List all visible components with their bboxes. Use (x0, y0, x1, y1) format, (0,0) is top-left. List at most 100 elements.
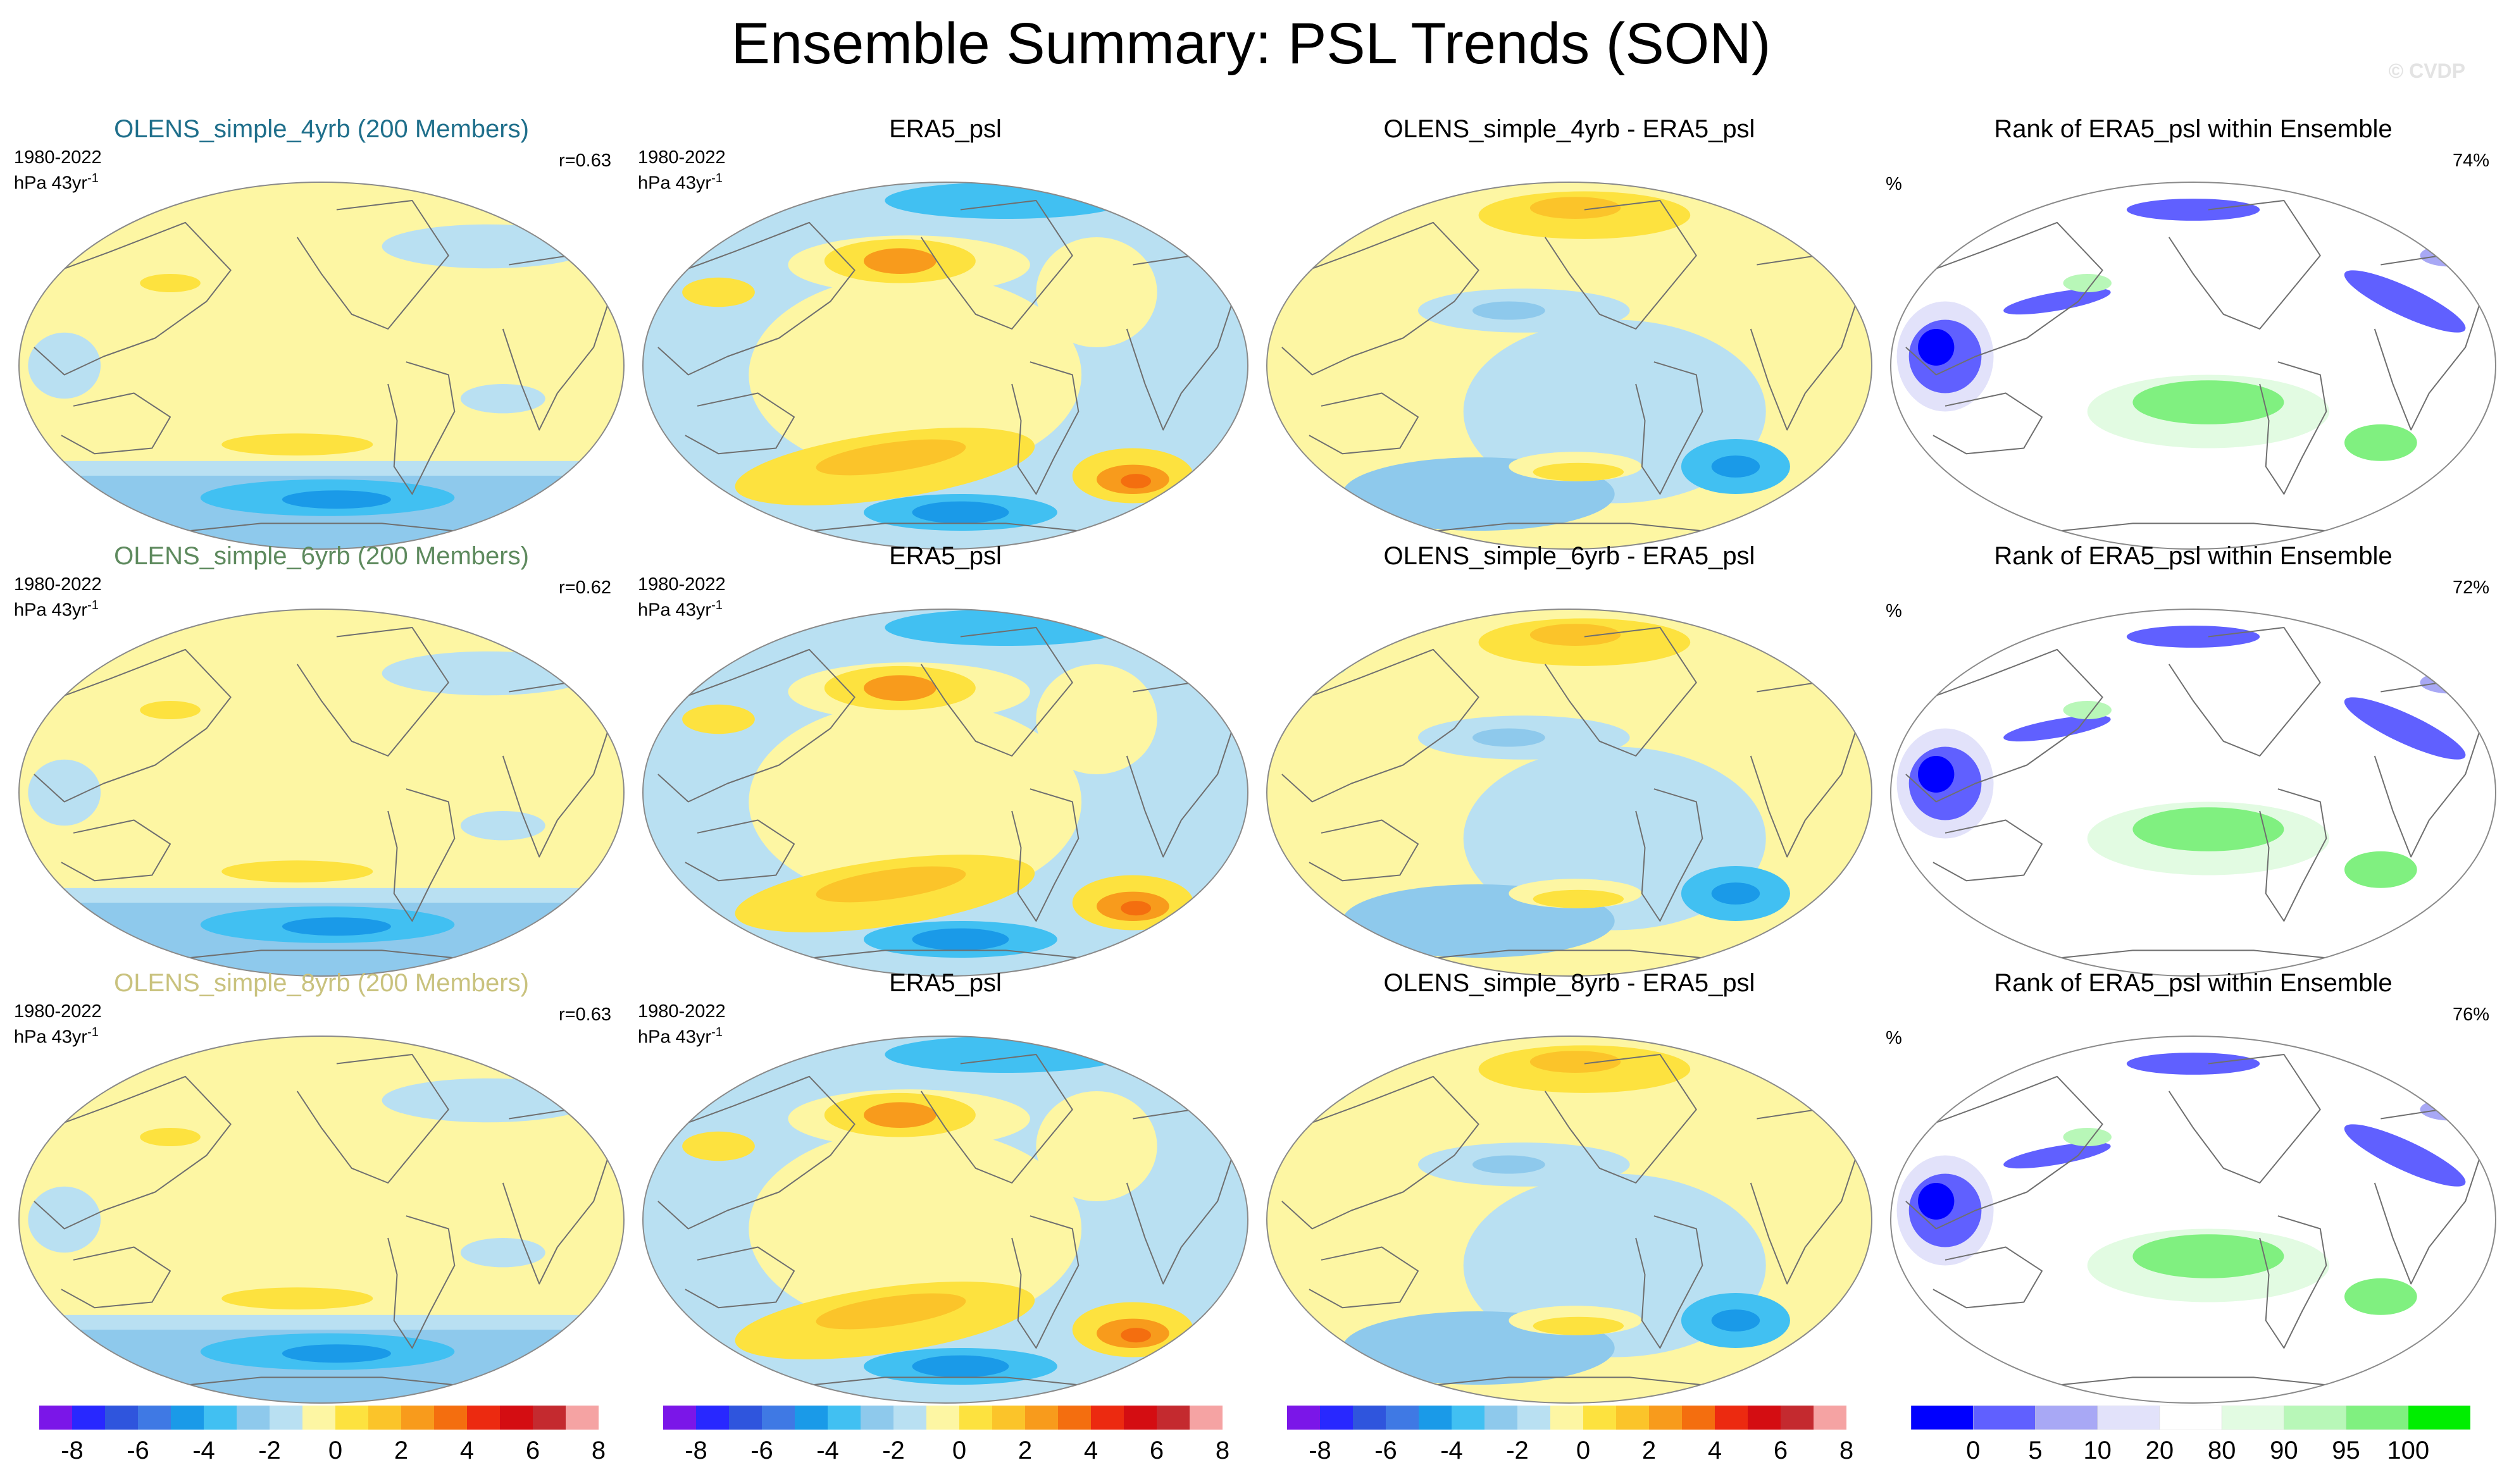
colorbar-tick-9: 8 (1215, 1437, 1230, 1464)
coastline-2 (1309, 392, 1419, 455)
colorbar-swatch-14 (1091, 1406, 1124, 1430)
coastline-1 (1273, 1075, 1479, 1230)
weddell-high-core (1121, 474, 1152, 489)
colorbar-tick-3: -4 (1440, 1437, 1463, 1464)
colorbar-swatch-6 (2221, 1406, 2285, 1430)
units-text: hPa 43yr (638, 173, 712, 194)
colorbar-tick-6: 90 (2270, 1437, 2298, 1464)
field-layer (1891, 182, 2496, 549)
units-text: hPa 43yr (638, 600, 712, 621)
copyright-watermark: © CVDP (2388, 59, 2465, 82)
indian-ocean-low (28, 332, 101, 399)
map-model-row1 (18, 182, 625, 550)
field-layer (643, 1036, 1248, 1403)
map-border (642, 182, 1248, 550)
arctic-low (382, 651, 594, 696)
colorbar-tick-9: 8 (591, 1437, 606, 1464)
coastline-6 (1402, 949, 1736, 962)
colorbar-tick-1: -8 (61, 1437, 84, 1464)
colorbar-swatch-16 (1157, 1406, 1190, 1430)
north-atlantic-neutral (1036, 1091, 1157, 1201)
north-atlantic-neutral (1036, 237, 1157, 347)
period-label: 1980-2022 (638, 147, 726, 168)
weddell-high-core (1121, 1328, 1152, 1343)
period-label: 1980-2022 (14, 1001, 102, 1022)
coastline-6 (1402, 1376, 1736, 1389)
colorbar-swatch-2 (1972, 1406, 2036, 1430)
colorbar-tick-5: 0 (328, 1437, 343, 1464)
coastline-4 (387, 361, 456, 495)
colorbar-tick-4: -2 (1506, 1437, 1529, 1464)
units-label: hPa 43yr-1 (638, 595, 723, 621)
colorbar-swatch-4 (762, 1406, 795, 1430)
panel-rank-row3: Rank of ERA5_psl within Ensemble 76%% (1883, 968, 2502, 1404)
coastline-2 (685, 1246, 795, 1309)
coastline-3 (2168, 1054, 2321, 1184)
north-pacific-high (140, 274, 201, 292)
rank-unit-label: % (1886, 601, 1902, 621)
coastline-1 (25, 1075, 232, 1230)
coastline-4 (387, 788, 456, 922)
southern-ocean-core (282, 490, 391, 509)
colorbar-swatch-9 (926, 1406, 960, 1430)
colorbar-swatch-1 (663, 1406, 697, 1430)
coastline-4 (2259, 788, 2327, 922)
coastline-6 (778, 949, 1112, 962)
colorbar-swatches (1287, 1406, 1846, 1430)
coastline-6 (2026, 1376, 2360, 1389)
panel-title-rank: Rank of ERA5_psl within Ensemble (1994, 542, 2393, 570)
coastline-2 (61, 819, 171, 882)
map-diff-row3 (1266, 1036, 1872, 1404)
coastline-4 (1011, 788, 1080, 922)
colorbar-swatch-2 (1320, 1406, 1354, 1430)
eurasia-high (682, 704, 755, 734)
coastline-3 (920, 1054, 1073, 1184)
south-atlantic-rank-high (2344, 851, 2417, 888)
coastline-4 (2259, 1215, 2327, 1349)
colorbar-swatch-2 (72, 1406, 106, 1430)
panel-title-obs: ERA5_psl (889, 542, 1002, 570)
colorbar-swatch-6 (204, 1406, 237, 1430)
panel-obs-row2: ERA5_psl 1980-2022 hPa 43yr-1 (635, 541, 1255, 977)
map-obs-row1 (642, 182, 1248, 550)
north-pacific-high-core (863, 675, 937, 701)
arctic-high (1111, 618, 1173, 637)
period-label: 1980-2022 (14, 147, 102, 168)
map-border (1266, 1036, 1872, 1404)
eurasia-high (682, 1131, 755, 1161)
arctic-high (1111, 1045, 1173, 1064)
coastline-3 (296, 200, 449, 330)
coastline-4 (1635, 788, 1703, 922)
colorbar-obs: -8 -6 -4 -2 0 2 4 6 8 (663, 1406, 1229, 1475)
colorbar-swatch-4 (138, 1406, 171, 1430)
colorbar-rank: 0 5 10 20 80 90 95 100 (1911, 1406, 2470, 1475)
coastline-3 (2168, 627, 2321, 757)
north-atlantic-rank-low (2344, 1124, 2466, 1187)
arctic-high-core (1529, 197, 1621, 219)
north-pacific-high-core (863, 1102, 937, 1128)
colorbar-tick-8: 100 (2387, 1437, 2430, 1464)
atlantic-low (460, 1238, 545, 1268)
coastline-3 (1544, 627, 1697, 757)
coastline-1 (1273, 221, 1479, 376)
colorbar-swatch-7 (1484, 1406, 1518, 1430)
coastline-2 (1309, 1246, 1419, 1309)
coastline-6 (2026, 522, 2360, 535)
pattern-correlation: r=0.62 (558, 578, 611, 598)
tropical-pacific-neutral (749, 1128, 1082, 1330)
southern-ocean-low-core (912, 501, 1009, 524)
tropical-pacific-neutral (749, 701, 1082, 903)
indian-ocean-rank-min (1918, 1183, 1955, 1220)
units-exponent: -1 (711, 598, 723, 612)
coastline-1 (649, 648, 856, 803)
map-border (18, 182, 625, 550)
colorbar-swatch-12 (401, 1406, 435, 1430)
colorbar-swatches (39, 1406, 599, 1430)
colorbar-swatch-15 (1124, 1406, 1157, 1430)
colorbar-tick-2: -6 (750, 1437, 773, 1464)
panel-diff-row1: OLENS_simple_4yrb - ERA5_psl (1259, 114, 1879, 550)
coastline-3 (2168, 200, 2321, 330)
map-border (1266, 182, 1872, 550)
coastline-3 (296, 1054, 449, 1184)
field-layer (19, 182, 624, 549)
